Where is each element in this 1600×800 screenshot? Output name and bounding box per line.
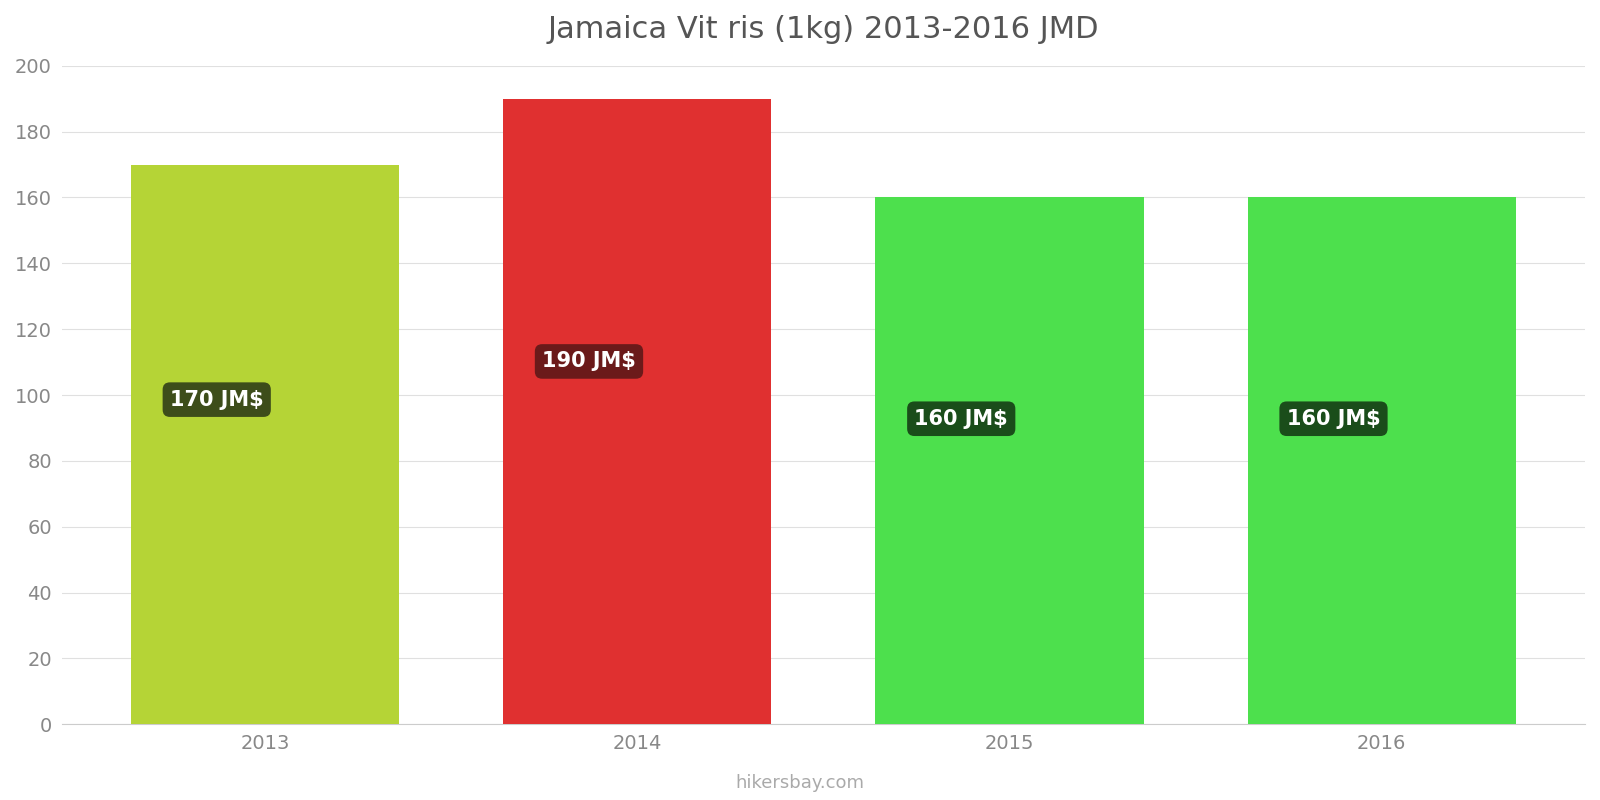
Text: 160 JM$: 160 JM$	[915, 409, 1008, 429]
Bar	[504, 98, 771, 724]
Text: 170 JM$: 170 JM$	[170, 390, 264, 410]
Text: hikersbay.com: hikersbay.com	[736, 774, 864, 792]
Bar	[131, 165, 398, 724]
Title: Jamaica Vit ris (1kg) 2013-2016 JMD: Jamaica Vit ris (1kg) 2013-2016 JMD	[547, 15, 1099, 44]
Text: 190 JM$: 190 JM$	[542, 351, 635, 371]
Bar	[1248, 198, 1515, 724]
Bar	[875, 198, 1144, 724]
Text: 160 JM$: 160 JM$	[1286, 409, 1381, 429]
